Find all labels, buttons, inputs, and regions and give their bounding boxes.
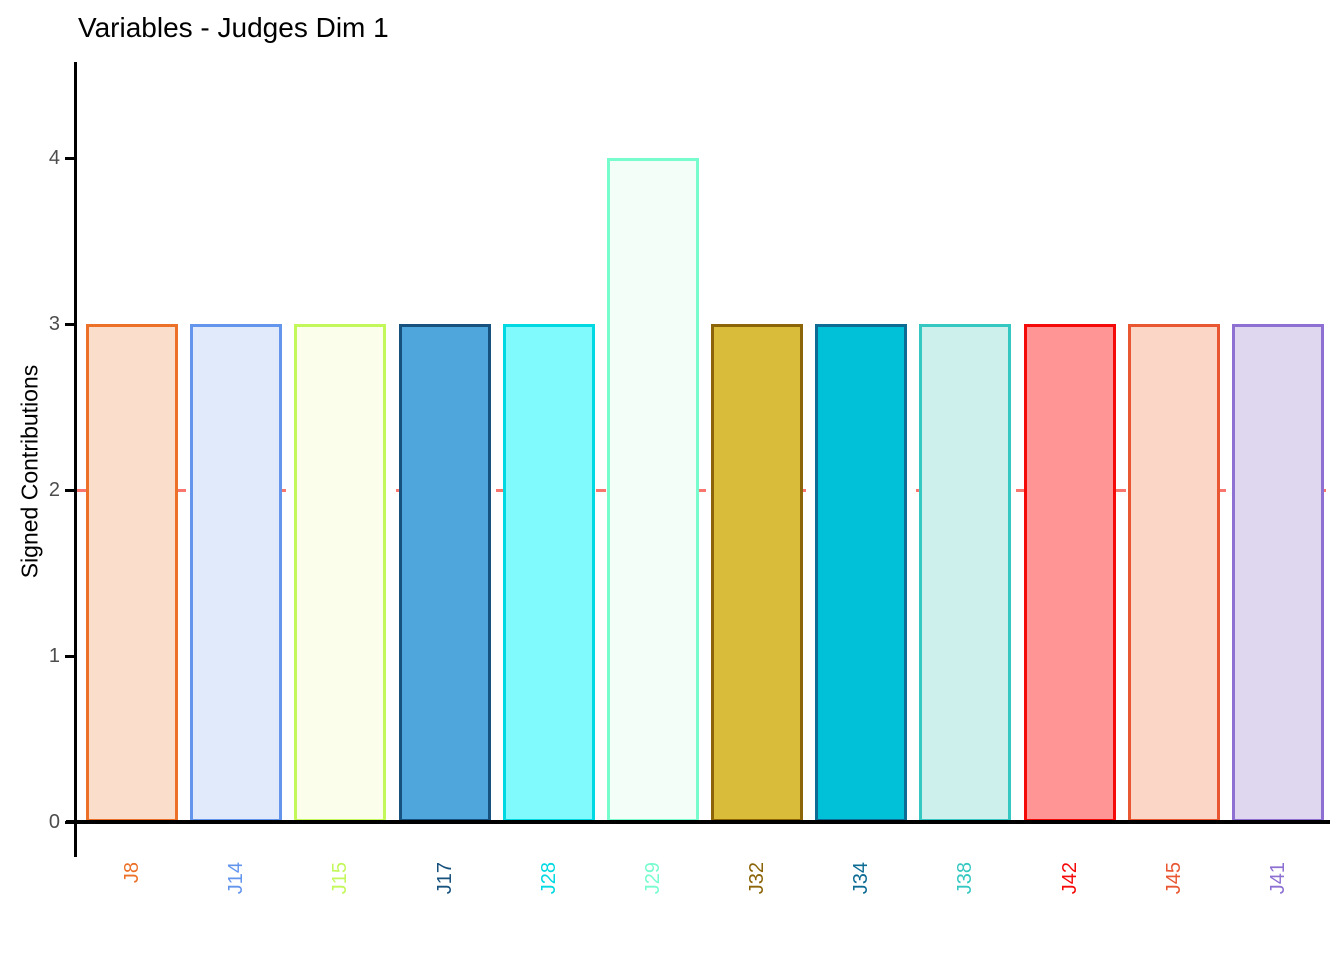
bar-slot-j34	[809, 62, 913, 822]
bar-j15	[294, 324, 387, 822]
x-tick-label-j17: J17	[433, 862, 456, 895]
bar-slot-j38	[913, 62, 1017, 822]
x-label-slot-j14: J14	[184, 862, 288, 942]
x-label-slot-j28: J28	[497, 862, 601, 942]
x-label-slot-j32: J32	[705, 862, 809, 942]
x-label-slot-j41: J41	[1226, 862, 1330, 942]
x-tick-label-j38: J38	[954, 862, 977, 895]
bar-slot-j8	[80, 62, 184, 822]
bar-slot-j32	[705, 62, 809, 822]
y-tick-label-2: 2	[48, 479, 60, 501]
x-tick-label-j15: J15	[329, 862, 352, 895]
x-tick-label-j34: J34	[850, 862, 873, 895]
bar-plot-area	[80, 62, 1330, 822]
y-tick-label-3: 3	[48, 313, 60, 335]
x-label-slot-j34: J34	[809, 862, 913, 942]
bar-slot-j17	[393, 62, 497, 822]
x-tick-label-j14: J14	[225, 862, 248, 895]
x-tick-label-j28: J28	[537, 862, 560, 895]
x-label-slot-j45: J45	[1122, 862, 1226, 942]
bar-j45	[1127, 324, 1220, 822]
x-tick-label-j29: J29	[641, 862, 664, 895]
bar-j28	[502, 324, 595, 822]
bar-slot-j14	[184, 62, 288, 822]
bar-j42	[1023, 324, 1116, 822]
x-tick-label-j8: J8	[121, 862, 144, 884]
x-tick-label-j41: J41	[1266, 862, 1289, 895]
bar-j17	[398, 324, 491, 822]
bar-slot-j15	[288, 62, 392, 822]
y-tick-mark-4	[65, 157, 75, 160]
bar-slot-j29	[601, 62, 705, 822]
x-axis-line	[66, 820, 1330, 824]
bar-slot-j28	[497, 62, 601, 822]
y-tick-mark-0	[65, 821, 75, 824]
y-tick-mark-3	[65, 323, 75, 326]
x-label-slot-j29: J29	[601, 862, 705, 942]
x-label-slot-j38: J38	[913, 862, 1017, 942]
bar-j34	[815, 324, 908, 822]
y-axis-title: Signed Contributions	[16, 364, 43, 579]
x-label-slot-j17: J17	[393, 862, 497, 942]
x-tick-label-j45: J45	[1162, 862, 1185, 895]
x-tick-label-j32: J32	[746, 862, 769, 895]
bar-j41	[1231, 324, 1324, 822]
bar-j14	[190, 324, 283, 822]
bar-j38	[919, 324, 1012, 822]
x-label-slot-j42: J42	[1018, 862, 1122, 942]
x-label-slot-j8: J8	[80, 862, 184, 942]
bar-j32	[711, 324, 804, 822]
reference-dashed-line	[76, 489, 1334, 492]
chart-title: Variables - Judges Dim 1	[78, 12, 389, 43]
bar-slot-j45	[1122, 62, 1226, 822]
y-tick-label-0: 0	[48, 811, 60, 833]
bar-slot-j41	[1226, 62, 1330, 822]
bar-j29	[606, 158, 699, 822]
y-tick-label-1: 1	[48, 645, 60, 667]
y-tick-mark-1	[65, 655, 75, 658]
y-tick-label-4: 4	[48, 147, 60, 169]
y-tick-mark-2	[65, 489, 75, 492]
x-tick-label-j42: J42	[1058, 862, 1081, 895]
y-axis-line	[74, 62, 77, 857]
bar-j8	[86, 324, 179, 822]
x-axis-labels: J8 J14 J15 J17 J28 J29 J32 J34 J38 J42 J45 J41	[80, 862, 1330, 942]
bar-slot-j42	[1018, 62, 1122, 822]
x-label-slot-j15: J15	[288, 862, 392, 942]
